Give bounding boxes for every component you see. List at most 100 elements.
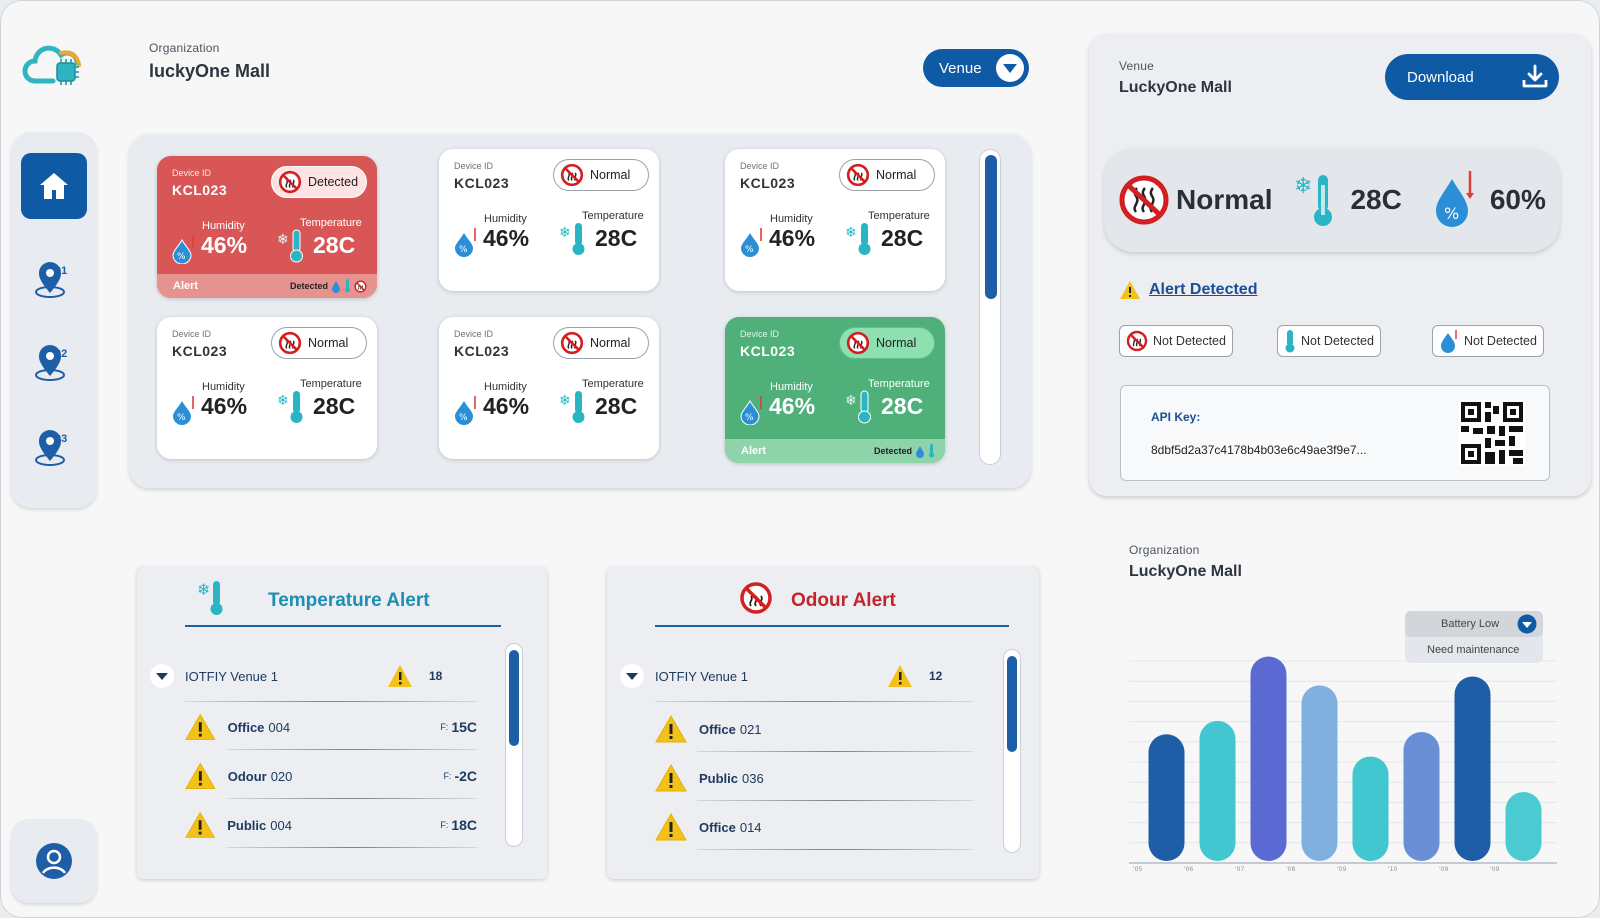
svg-text:❄: ❄ [277, 393, 289, 409]
humidity-value: 46% [769, 393, 816, 419]
alert-list-item[interactable]: Office 021 [655, 715, 973, 743]
x-tick-label: '05 [1133, 866, 1142, 873]
scrollbar-thumb[interactable] [985, 155, 997, 299]
humidity-value: 46% [201, 393, 248, 419]
status-label: Normal [308, 336, 349, 350]
device-card[interactable]: Device ID KCL023 Normal Humidity % 46% T… [439, 317, 659, 459]
download-button[interactable]: Download [1385, 54, 1559, 100]
location-pin-icon [35, 262, 65, 298]
humidity-label: Humidity [202, 220, 245, 232]
temperature-label: Temperature [582, 210, 644, 222]
item-number: 021 [739, 721, 762, 737]
chart-bar[interactable] [1301, 685, 1338, 861]
title-underline [655, 625, 1009, 627]
venue-group-row[interactable]: IOTFIY Venue 1 18 [149, 663, 479, 691]
item-name: Public [699, 770, 739, 786]
venue-group-row[interactable]: IOTFIY Venue 1 12 [619, 663, 979, 691]
title-underline [185, 625, 501, 627]
chart-bar[interactable] [1250, 656, 1287, 861]
svg-text:❄: ❄ [1294, 174, 1312, 199]
device-card[interactable]: Device ID KCL023 Normal Humidity % 46% T… [725, 317, 945, 463]
venue-dropdown-button[interactable]: Venue [923, 49, 1029, 87]
alert-list-item[interactable]: Office 004 F: 15C [185, 713, 477, 741]
status-label: Normal [876, 336, 917, 350]
no-odour-icon [1126, 330, 1148, 352]
cold-thermometer-icon: ❄ [277, 229, 303, 263]
device-card[interactable]: Device ID KCL023 Detected Humidity % 46%… [157, 156, 377, 298]
temperature-alert-scrollbar[interactable] [505, 643, 523, 847]
chart-bar[interactable] [1403, 732, 1440, 861]
chart-org-header: Organization LuckyOne Mall [1129, 543, 1242, 581]
item-number: 014 [739, 819, 762, 835]
venue-button-label: Venue [939, 59, 982, 77]
sidebar-item-location-02[interactable]: 02 [33, 342, 73, 382]
chart-bar[interactable] [1148, 734, 1185, 861]
status-label: Detected [308, 175, 359, 189]
sidebar-item-location-03[interactable]: 03 [33, 427, 73, 467]
item-number: 004 [270, 817, 292, 833]
device-id-label: Device ID [172, 168, 212, 178]
device-card[interactable]: Device ID KCL023 Normal Humidity % 46% T… [725, 149, 945, 291]
thermometer-icon [929, 444, 934, 458]
item-value: -2C [454, 768, 477, 784]
odour-alert-title: Odour Alert [791, 590, 896, 611]
row-divider [697, 849, 973, 850]
svg-text:❄: ❄ [845, 225, 857, 241]
device-grid-scrollbar[interactable] [979, 149, 1001, 465]
scrollbar-thumb[interactable] [1007, 656, 1017, 752]
x-tick-label: '10 [1388, 866, 1397, 873]
legend-item-need-maintenance[interactable]: Need maintenance [1405, 637, 1543, 663]
row-divider [655, 701, 973, 702]
chart-bar[interactable] [1505, 791, 1542, 861]
chart-bar[interactable] [1199, 720, 1236, 861]
temperature-value: 28C [595, 393, 638, 419]
warning-icon [185, 762, 216, 789]
alert-list-item[interactable]: Odour 020 F: -2C [185, 762, 477, 790]
legend-item-battery-low[interactable]: Battery Low [1405, 611, 1543, 637]
scrollbar-thumb[interactable] [509, 650, 519, 746]
status-badge: Normal [553, 327, 649, 359]
status-badge: Normal [839, 327, 935, 359]
no-odour-icon [354, 279, 367, 293]
chart-bar[interactable] [1352, 756, 1389, 861]
device-id-label: Device ID [740, 161, 780, 171]
chevron-down-icon [150, 664, 174, 688]
thermometer-icon [345, 279, 350, 293]
alert-list-item[interactable]: Public 036 [655, 764, 973, 792]
venue-summary: Normal ❄ 28C % 60% [1104, 148, 1560, 252]
humidity-drop-icon: % [173, 396, 194, 425]
device-card[interactable]: Device ID KCL023 Normal Humidity % 46% T… [439, 149, 659, 291]
alert-list-item[interactable]: Office 014 [655, 813, 973, 841]
chart-bar[interactable] [1454, 676, 1491, 861]
device-card[interactable]: Device ID KCL023 Normal Humidity % 46% T… [157, 317, 377, 459]
location-number: 03 [55, 433, 68, 445]
device-id-label: Device ID [172, 329, 212, 339]
svg-text:%: % [459, 413, 468, 423]
alert-detected-label: Alert Detected [1149, 281, 1258, 298]
card-footer: Alert Detected [157, 274, 377, 298]
location-pin-icon [35, 430, 65, 466]
sidebar-item-home[interactable] [21, 153, 87, 219]
download-label: Download [1407, 68, 1474, 86]
humidity-drop-icon [332, 280, 340, 293]
alert-detected-link[interactable]: Alert Detected [1119, 280, 1257, 300]
sidebar-item-location-01[interactable]: 01 [33, 259, 73, 299]
humidity-drop-icon: % [1435, 171, 1474, 227]
device-id-label: Device ID [454, 161, 494, 171]
summary-temperature: 28C [1350, 184, 1402, 215]
temperature-status-chip: Not Detected [1277, 325, 1381, 357]
odour-alert-scrollbar[interactable] [1003, 649, 1021, 853]
footer-alert-label: Alert [741, 445, 767, 457]
api-key-value[interactable]: 8dbf5d2a37c4178b4b03e6c49ae3f9e7... [1151, 443, 1367, 457]
user-icon [36, 843, 72, 879]
alert-list-item[interactable]: Public 004 F: 18C [185, 811, 477, 839]
device-id: KCL023 [172, 343, 228, 359]
row-divider [227, 749, 477, 750]
chip-label: Not Detected [1464, 334, 1537, 348]
thermometer-icon [1285, 330, 1295, 353]
footer-detected-label: Detected [289, 281, 328, 291]
summary-odour: Normal [1176, 184, 1273, 215]
profile-button[interactable] [11, 819, 97, 903]
item-f-label: F: [443, 771, 452, 781]
device-id-label: Device ID [740, 329, 780, 339]
